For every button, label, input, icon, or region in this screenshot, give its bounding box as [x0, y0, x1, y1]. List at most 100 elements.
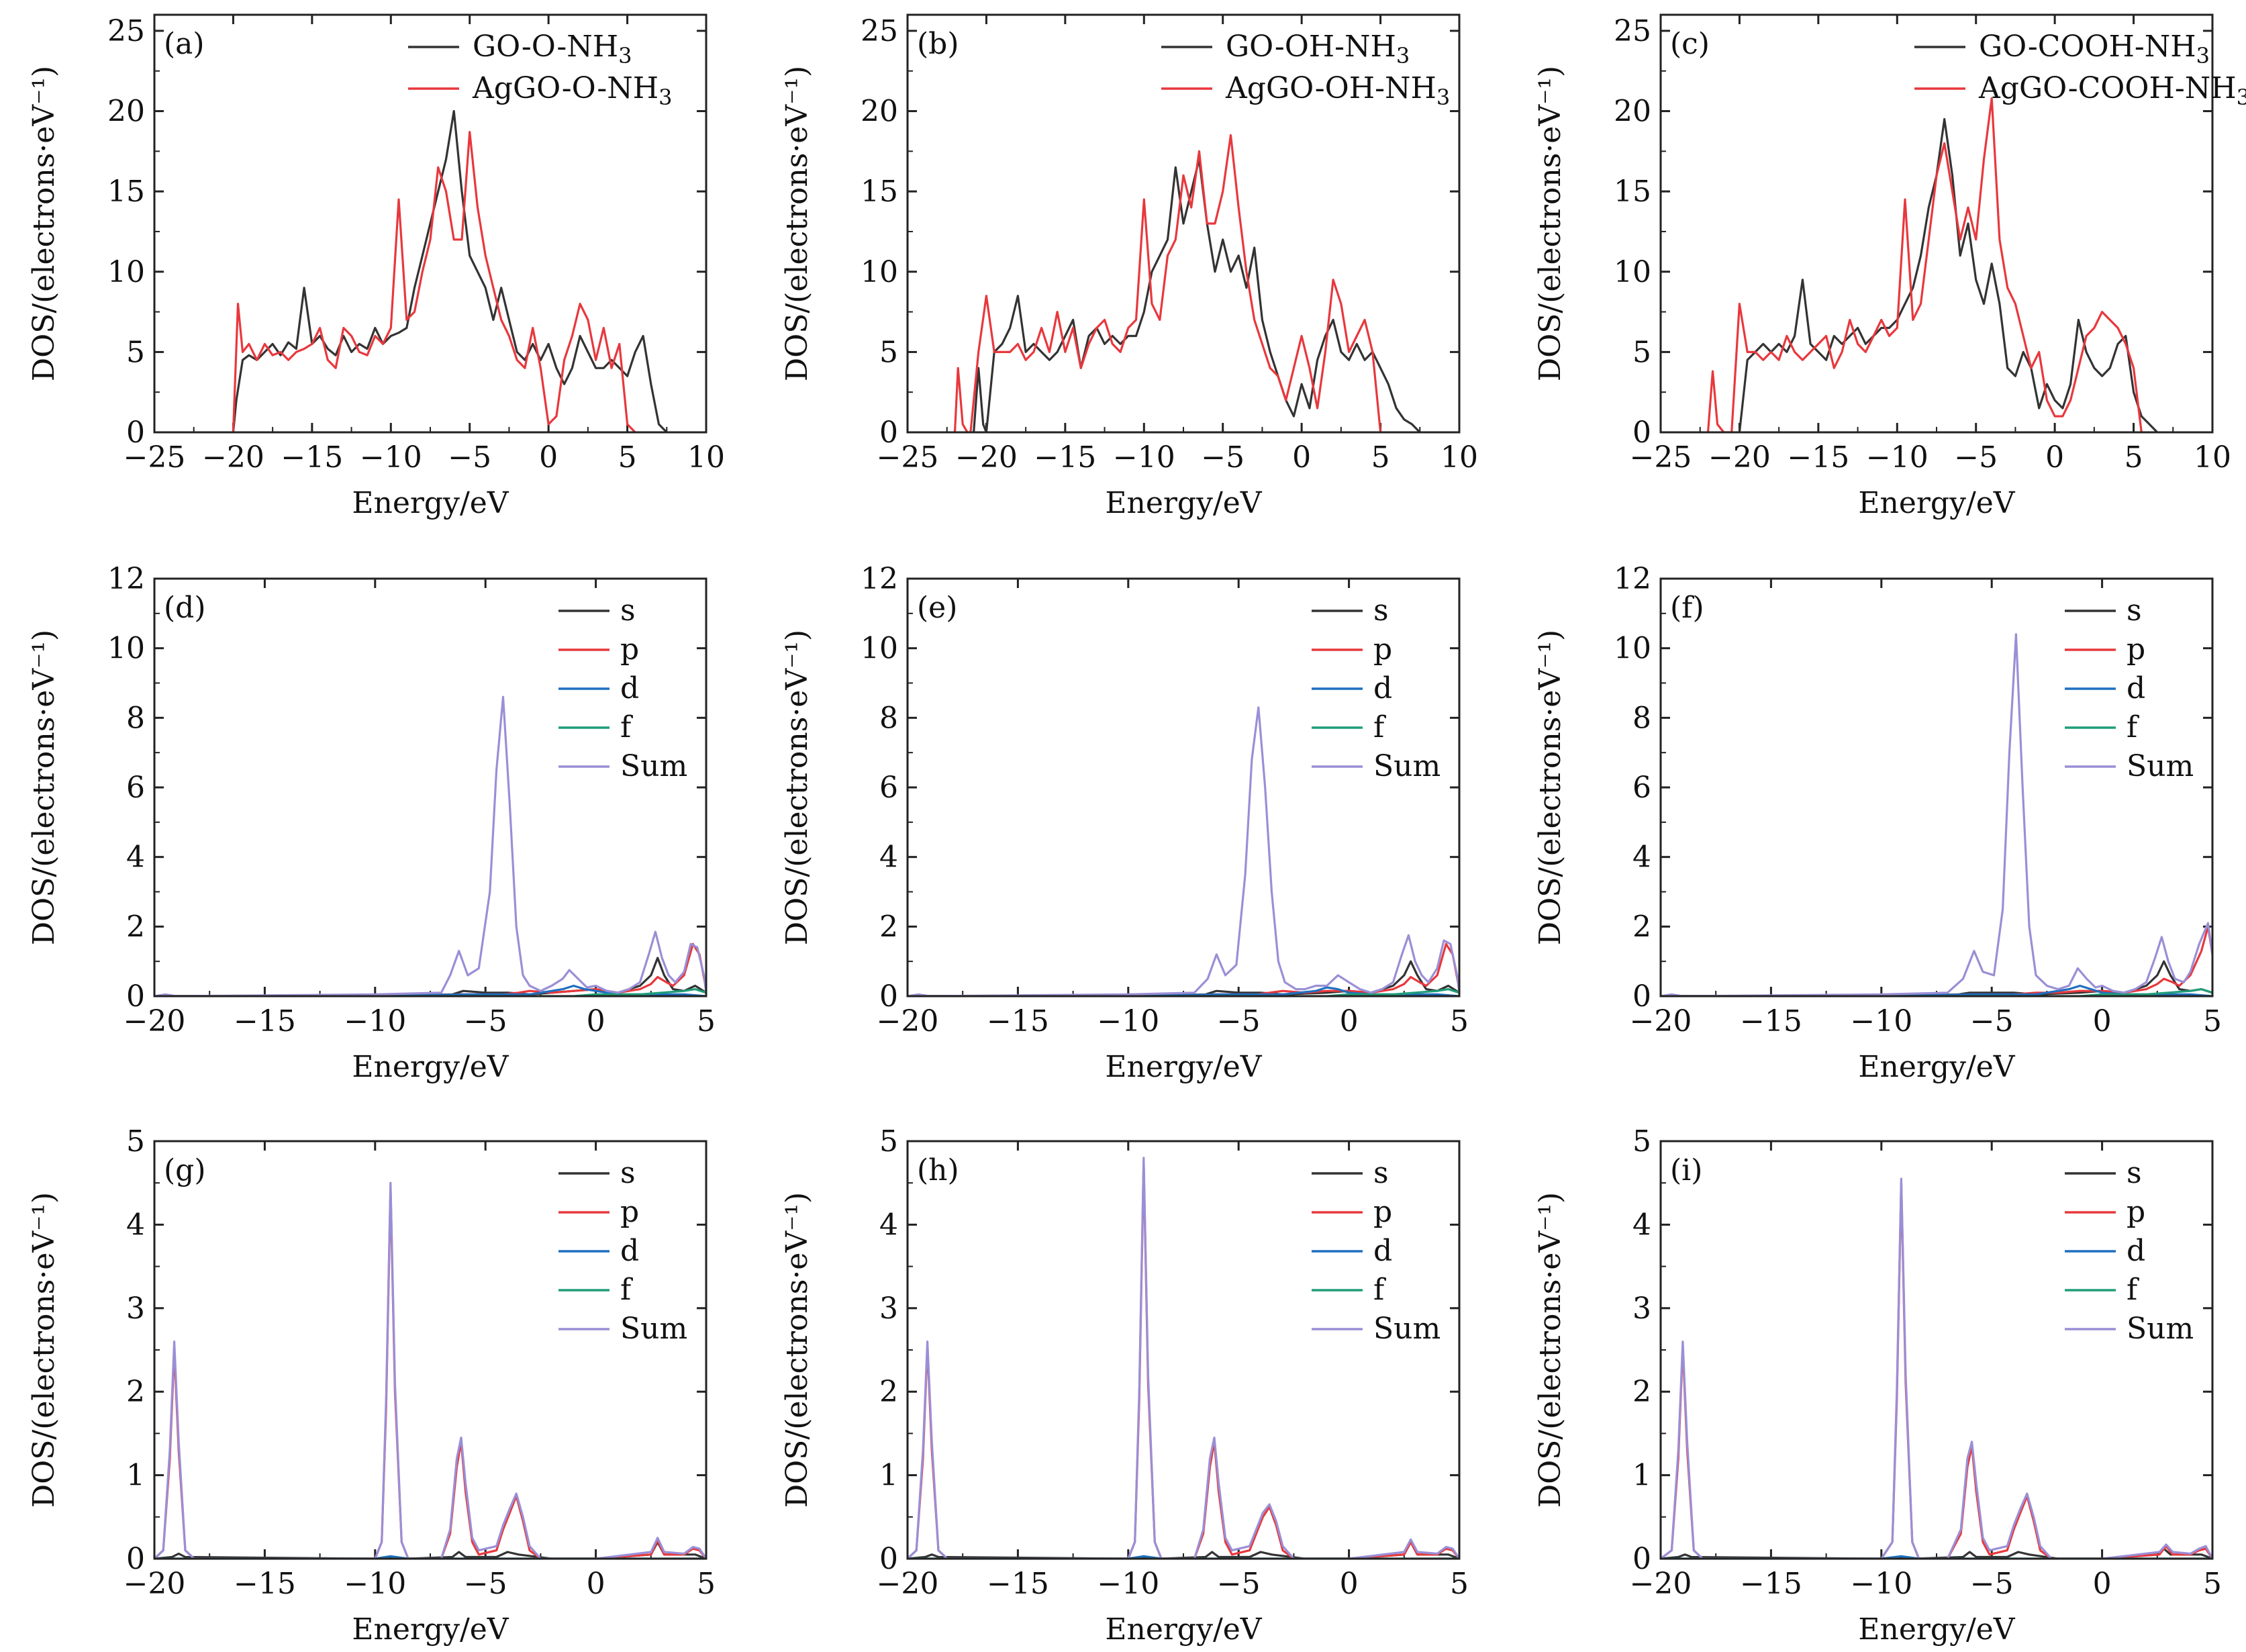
series-line-go-cooh-nh3 — [1738, 117, 2158, 432]
legend-label: Sum — [1373, 749, 1441, 783]
x-tick-label: −20 — [955, 440, 1018, 475]
series-line-sum — [154, 695, 706, 996]
plot-frame — [153, 13, 707, 434]
x-tick-label: 0 — [1340, 1004, 1359, 1038]
y-tick-label: 20 — [1614, 95, 1651, 129]
series-line-p — [908, 942, 1459, 996]
y-tick-label: 8 — [879, 701, 898, 735]
y-tick-label: 15 — [1614, 175, 1651, 209]
x-tick-label: 5 — [2203, 1567, 2222, 1601]
legend-label: f — [620, 710, 633, 744]
y-tick-label: 2 — [126, 910, 145, 944]
legend-label: GO-COOH-NH3 — [1979, 30, 2210, 68]
x-tick-label: 0 — [539, 440, 558, 475]
x-tick-label: 0 — [2093, 1004, 2112, 1038]
series-line-sum — [1661, 1177, 2212, 1559]
y-tick-label: 4 — [879, 840, 898, 875]
x-tick-label: −25 — [877, 440, 939, 475]
x-tick-label: −25 — [124, 440, 186, 475]
x-tick-label: 5 — [697, 1004, 716, 1038]
y-tick-label: 10 — [107, 255, 145, 289]
y-axis-title: DOS/(electrons·eV⁻¹) — [1533, 1192, 1567, 1508]
series-group — [154, 1181, 706, 1559]
y-tick-label: 2 — [879, 910, 898, 944]
legend-label: AgGO-OH-NH3 — [1225, 71, 1450, 110]
legend-label: d — [2127, 1234, 2145, 1268]
legend-label: p — [1373, 1195, 1392, 1229]
x-tick-label: −20 — [877, 1567, 939, 1601]
panel-label: (h) — [917, 1153, 959, 1187]
y-axis-title: DOS/(electrons·eV⁻¹) — [780, 630, 814, 945]
y-tick-label: 2 — [879, 1375, 898, 1409]
legend-label: f — [1373, 710, 1386, 744]
y-tick-label: 5 — [879, 335, 898, 369]
legend-label: AgGO-COOH-NH3 — [1978, 71, 2246, 110]
series-line-p — [1661, 925, 2212, 996]
series-line-sum — [908, 1157, 1459, 1559]
legend-label: d — [620, 1234, 639, 1268]
plot-frame — [153, 577, 707, 998]
x-tick-label: −5 — [448, 440, 491, 475]
panel-a: −25 −20 −15 −10 −5 0 5 10 0 5 10 15 20 25 (a) Energy/eV… — [27, 13, 725, 520]
legend-label: d — [1373, 671, 1392, 706]
panel-label: (a) — [164, 27, 205, 61]
panel-g: −20 −15 −10 −5 0 5 0 1 2 3 4 5 (g) Energy/eV DOS/(elec… — [27, 1124, 716, 1647]
y-tick-label: 3 — [1632, 1292, 1651, 1326]
legend-label: GO-O-NH3 — [473, 30, 632, 68]
y-tick-label: 10 — [861, 632, 898, 666]
x-tick-label: −5 — [1970, 1567, 2014, 1601]
legend-label: f — [2127, 710, 2139, 744]
panel-label: (i) — [1670, 1153, 1702, 1187]
panel-label: (b) — [917, 27, 959, 61]
y-tick-label: 3 — [879, 1292, 898, 1326]
series-line-aggo-o-nh3 — [232, 131, 636, 432]
series-line-aggo-cooh-nh3 — [1706, 97, 2143, 432]
series-line-sum — [1661, 633, 2212, 996]
y-tick-label: 0 — [879, 416, 898, 450]
x-tick-label: 0 — [587, 1567, 605, 1601]
x-tick-label: 5 — [1371, 440, 1390, 475]
y-tick-label: 25 — [861, 14, 898, 48]
panel-label: (c) — [1670, 27, 1710, 61]
y-tick-label: 5 — [126, 1124, 145, 1159]
series-group — [1661, 1177, 2212, 1559]
x-axis-title: Energy/eV — [1105, 486, 1262, 520]
x-tick-label: −15 — [234, 1567, 296, 1601]
x-tick-label: −5 — [1201, 440, 1244, 475]
y-axis-title: DOS/(electrons·eV⁻¹) — [27, 1192, 61, 1508]
legend-label: Sum — [2127, 1312, 2194, 1346]
x-tick-label: −25 — [1630, 440, 1692, 475]
y-tick-label: 25 — [107, 14, 145, 48]
x-tick-label: −10 — [1097, 1567, 1159, 1601]
y-tick-label: 5 — [879, 1124, 898, 1159]
y-axis-title: DOS/(electrons·eV⁻¹) — [27, 66, 61, 381]
x-tick-label: 0 — [1292, 440, 1311, 475]
x-tick-label: 0 — [587, 1004, 605, 1038]
x-tick-label: −15 — [281, 440, 343, 475]
legend-label: Sum — [2127, 749, 2194, 783]
x-tick-label: 10 — [687, 440, 725, 475]
x-tick-label: −15 — [987, 1004, 1049, 1038]
y-tick-label: 12 — [107, 562, 145, 596]
y-tick-label: 20 — [107, 95, 145, 129]
panel-b: −25 −20 −15 −10 −5 0 5 10 0 5 10 15 20 25 (b) Energy/eV… — [780, 13, 1478, 520]
y-tick-label: 4 — [1632, 840, 1651, 875]
x-tick-label: −10 — [1097, 1004, 1159, 1038]
series-line-p — [154, 942, 706, 996]
y-tick-label: 4 — [126, 840, 145, 875]
y-axis-title: DOS/(electrons·eV⁻¹) — [780, 1192, 814, 1508]
series-line-sum — [908, 706, 1459, 996]
legend-label: s — [620, 593, 636, 628]
y-tick-label: 6 — [879, 771, 898, 805]
x-tick-label: −10 — [1113, 440, 1175, 475]
legend-label: GO-OH-NH3 — [1226, 30, 1410, 68]
y-tick-label: 2 — [1632, 1375, 1651, 1409]
y-tick-label: 2 — [126, 1375, 145, 1409]
legend-label: f — [1373, 1273, 1386, 1307]
